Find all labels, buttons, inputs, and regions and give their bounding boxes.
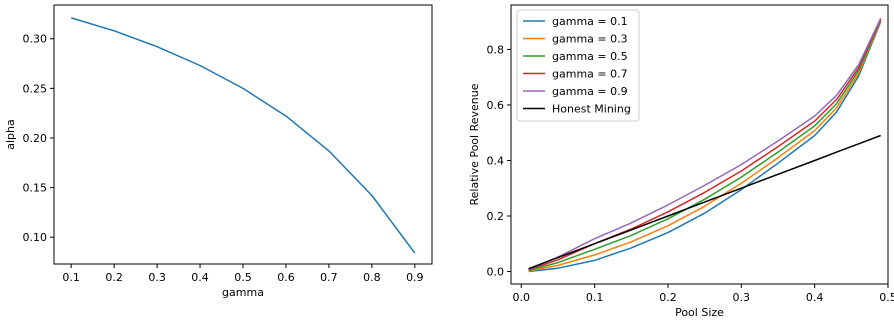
y-tick-label: 0.0 bbox=[487, 266, 505, 279]
series-line-honest-mining bbox=[528, 134, 881, 270]
legend-label: gamma = 0.9 bbox=[552, 85, 628, 98]
x-tick-label: 0.3 bbox=[148, 271, 166, 284]
y-tick-label: 0.30 bbox=[23, 33, 48, 46]
y-tick-label: 0.2 bbox=[487, 210, 505, 223]
series-line-gamma-0-5 bbox=[528, 19, 882, 272]
legend-label: gamma = 0.3 bbox=[552, 33, 628, 46]
y-tick-label: 0.15 bbox=[23, 182, 48, 195]
x-tick-label: 0.9 bbox=[406, 271, 424, 284]
chart-panel-1: 0.1 0.2 0.3 0.4 0.5 0.6 0.7 0.8 0.9 0.10 0.15 0.20 0… bbox=[4, 4, 433, 299]
x-tick-label: 0.0 bbox=[513, 291, 531, 304]
x-tick-label: 0.1 bbox=[586, 291, 604, 304]
y-axis-label: alpha bbox=[4, 119, 17, 150]
y-axis-label: Relative Pool Revenue bbox=[468, 83, 481, 205]
legend-box bbox=[516, 9, 640, 122]
axes-frame bbox=[510, 4, 889, 285]
series-line-gamma-0-1 bbox=[528, 21, 882, 273]
legend-label: Honest Mining bbox=[552, 103, 631, 116]
series-line-gamma-0-9 bbox=[528, 17, 882, 270]
series-line bbox=[70, 17, 416, 254]
x-tick-label: 0.1 bbox=[62, 271, 80, 284]
y-tick-label: 0.4 bbox=[487, 154, 505, 167]
axes-frame bbox=[53, 4, 433, 265]
y-tick-label: 0.10 bbox=[23, 231, 48, 244]
legend-label: gamma = 0.1 bbox=[552, 15, 628, 28]
y-tick-label: 0.20 bbox=[23, 132, 48, 145]
legend-label: gamma = 0.5 bbox=[552, 50, 628, 63]
x-tick-label: 0.6 bbox=[277, 271, 295, 284]
x-tick-label: 0.7 bbox=[320, 271, 338, 284]
y-tick-label: 0.6 bbox=[487, 99, 505, 112]
x-axis-label: gamma bbox=[222, 286, 264, 299]
x-tick-label: 0.3 bbox=[733, 291, 751, 304]
x-tick-label: 0.5 bbox=[879, 291, 894, 304]
x-tick-label: 0.4 bbox=[191, 271, 209, 284]
x-tick-label: 0.2 bbox=[105, 271, 123, 284]
x-tick-label: 0.5 bbox=[234, 271, 252, 284]
x-tick-label: 0.8 bbox=[363, 271, 381, 284]
legend: gamma = 0.1 gamma = 0.3 gamma = 0.5 gamma =… bbox=[516, 9, 640, 122]
legend-label: gamma = 0.7 bbox=[552, 68, 628, 81]
x-axis-label: Pool Size bbox=[675, 306, 724, 319]
chart-panel-2: 0.0 0.1 0.2 0.3 0.4 0.5 0.0 0.2 0.4 0.6 0.8 Pool Si… bbox=[468, 4, 894, 319]
x-tick-label: 0.4 bbox=[806, 291, 824, 304]
y-tick-label: 0.8 bbox=[487, 43, 505, 56]
y-tick-label: 0.25 bbox=[23, 82, 48, 95]
x-tick-label: 0.2 bbox=[659, 291, 677, 304]
